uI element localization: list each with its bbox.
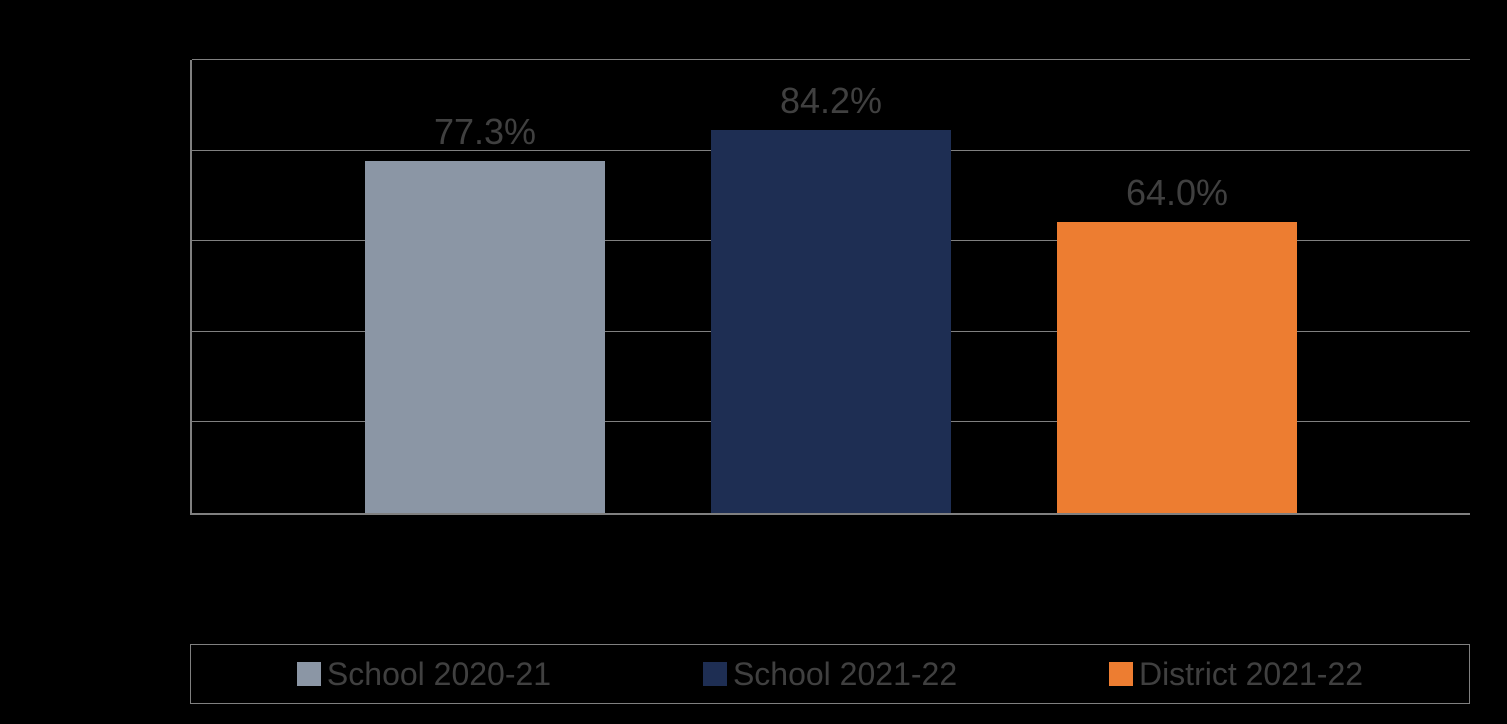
- chart-container: 77.3% 84.2% 64.0% 0% 20% 40% 60% 80% 100…: [100, 60, 1470, 580]
- bar-wrapper: 64.0%: [1057, 222, 1297, 513]
- bar-wrapper: 84.2%: [711, 130, 951, 513]
- bar-data-label: 84.2%: [780, 80, 882, 122]
- bar-district-2021-22: [1057, 222, 1297, 513]
- legend-item: District 2021-22: [1109, 656, 1363, 693]
- legend-swatch: [703, 662, 727, 686]
- legend-label: District 2021-22: [1139, 656, 1363, 693]
- bar-school-2020-21: [365, 161, 605, 513]
- bars-area: 77.3% 84.2% 64.0%: [192, 60, 1470, 513]
- legend: School 2020-21 School 2021-22 District 2…: [190, 644, 1470, 704]
- bar-wrapper: 77.3%: [365, 161, 605, 513]
- bar-data-label: 77.3%: [434, 111, 536, 153]
- legend-label: School 2020-21: [327, 656, 551, 693]
- bar-data-label: 64.0%: [1126, 172, 1228, 214]
- legend-label: School 2021-22: [733, 656, 957, 693]
- bar-school-2021-22: [711, 130, 951, 513]
- legend-item: School 2020-21: [297, 656, 551, 693]
- plot-area: 77.3% 84.2% 64.0%: [190, 60, 1470, 515]
- legend-item: School 2021-22: [703, 656, 957, 693]
- legend-swatch: [297, 662, 321, 686]
- legend-swatch: [1109, 662, 1133, 686]
